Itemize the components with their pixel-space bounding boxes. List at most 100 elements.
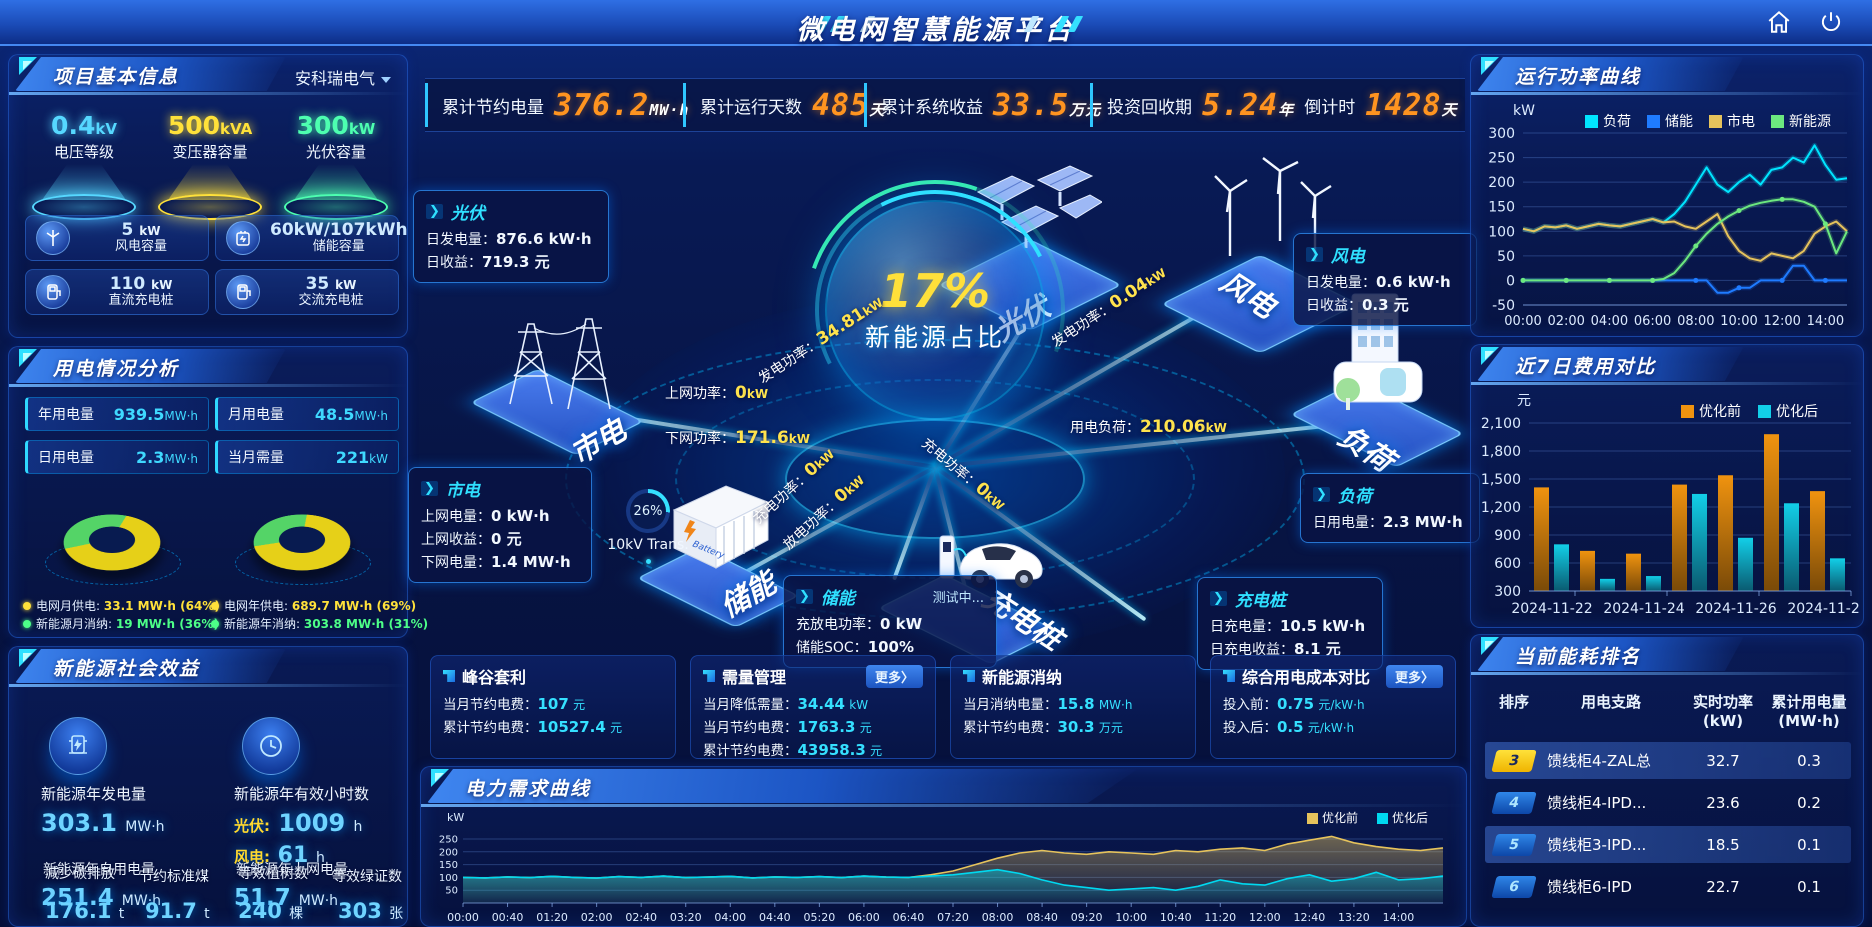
- svg-text:10:40: 10:40: [1160, 911, 1192, 923]
- table-row[interactable]: 4 馈线柜4-IPD... 23.6 0.2: [1485, 784, 1851, 821]
- svg-text:负荷: 负荷: [1603, 114, 1631, 130]
- panel-title: 电力需求曲线: [465, 778, 592, 800]
- info-box-row: 上网电量：0 kW·h: [421, 507, 550, 525]
- podium-stat: 300kW 光伏容量: [275, 111, 397, 220]
- legend-item-优化后[interactable]: 优化后: [1758, 404, 1818, 420]
- panel-corner-icon: [17, 647, 39, 673]
- donut-legend-item: 电网月供电: 33.1 MW·h (64%): [23, 597, 220, 614]
- rank-badge: 6: [1491, 875, 1537, 898]
- new-energy-ratio-value: 17%: [879, 264, 991, 318]
- legend-item-优化前[interactable]: 优化前: [1307, 811, 1358, 825]
- top-header: 微电网智慧能源平台: [0, 0, 1872, 46]
- summary-row: 累计节约电费：30.3 万元: [963, 718, 1123, 736]
- branch-name: 馈线柜4-IPD...: [1547, 794, 1647, 812]
- bar-2024-11-28-优化前: [1810, 491, 1825, 591]
- svg-text:市电: 市电: [1727, 113, 1755, 130]
- legend-item-市电[interactable]: 市电: [1709, 113, 1755, 130]
- summary-row: 当月节约电费：1763.3 元: [703, 718, 872, 736]
- svg-text:00:00: 00:00: [1504, 314, 1541, 329]
- table-row[interactable]: 5 馈线柜3-IPD... 18.5 0.1: [1485, 826, 1851, 863]
- kpi-segment: 累计系统收益 33.5万元: [864, 83, 1100, 127]
- chevron-down-icon: [381, 76, 391, 83]
- svg-text:08:00: 08:00: [982, 911, 1014, 923]
- info-box-row: 储能SOC：100%: [796, 638, 915, 656]
- benefit-col1-sub-label: 节约标准煤: [139, 869, 209, 885]
- svg-text:12:40: 12:40: [1294, 911, 1326, 923]
- ranking-column-header: 实时功率 (kW): [1692, 693, 1753, 730]
- benefit-col2-sub-label: 等效植树数: [238, 866, 308, 882]
- bar-2024-11-25-优化前: [1672, 484, 1687, 591]
- table-row[interactable]: 6 馈线柜6-IPD 22.7 0.1: [1485, 868, 1851, 905]
- panel-demand-curve: 电力需求曲线 50 100 150 200 250 kW 优化前 优化后 00:00 00:40 0…: [420, 766, 1467, 927]
- kpi-label: 投资回收期: [1107, 97, 1192, 118]
- summary-card-title: 新能源消纳: [982, 668, 1063, 687]
- svg-text:kW: kW: [447, 811, 464, 824]
- more-button[interactable]: 更多〉: [865, 664, 923, 688]
- usage-stat: 日用电量 2.3MW·h: [25, 440, 209, 474]
- summary-row: 投入后：0.5 元/kW·h: [1223, 718, 1355, 736]
- info-box-charger: ❯ 充电桩 日充电量：10.5 kW·h 日充电收益：8.1 元: [1197, 577, 1383, 670]
- svg-text:10:00: 10:00: [1115, 911, 1147, 923]
- svg-text:13:20: 13:20: [1338, 911, 1370, 923]
- svg-text:2024-11-22: 2024-11-22: [1511, 601, 1592, 617]
- legend-item-新能源[interactable]: 新能源: [1771, 114, 1831, 130]
- panel-power-curve: 运行功率曲线 -50 0 50 100 150 200 250 300 kW 00:00 02:00…: [1470, 54, 1864, 337]
- svg-text:04:00: 04:00: [714, 911, 746, 923]
- legend-item-负荷[interactable]: 负荷: [1585, 114, 1631, 130]
- realtime-power: 18.5: [1706, 835, 1740, 854]
- home-icon[interactable]: [1766, 9, 1792, 35]
- svg-text:06:00: 06:00: [848, 911, 880, 923]
- legend-item-优化前[interactable]: 优化前: [1681, 403, 1741, 420]
- power-towers-icon: [490, 284, 630, 418]
- info-box-row: 上网收益：0 元: [421, 530, 522, 548]
- legend-item-储能[interactable]: 储能: [1647, 114, 1693, 130]
- power-icon[interactable]: [1818, 9, 1844, 35]
- donut-chart: [39, 483, 189, 593]
- more-button[interactable]: 更多〉: [1385, 664, 1443, 688]
- summary-card-title: 峰谷套利: [462, 668, 527, 687]
- card-corner-icon: [963, 670, 975, 682]
- panel-title: 新能源社会效益: [53, 658, 201, 680]
- svg-text:900: 900: [1494, 528, 1521, 544]
- info-box-title: 储能: [820, 589, 855, 609]
- svg-text:50: 50: [1497, 249, 1515, 265]
- benefit-col2-sub-value: 51.7 MW·h: [234, 885, 339, 911]
- svg-text:200: 200: [439, 847, 458, 858]
- solar-panels-icon: [972, 162, 1103, 261]
- svg-text:优化后: 优化后: [1392, 811, 1428, 825]
- donut-chart: [229, 483, 379, 593]
- svg-text:2024-11-26: 2024-11-26: [1695, 601, 1776, 617]
- company-select[interactable]: 安科瑞电气: [295, 65, 391, 89]
- kpi-segment: 累计运行天数 485天: [683, 83, 884, 127]
- svg-text:02:00: 02:00: [1547, 314, 1584, 329]
- kpi-value: 5.24年: [1202, 87, 1295, 123]
- benefit-col1-label: 新能源年发电量: [41, 785, 147, 803]
- svg-text:1,800: 1,800: [1481, 444, 1521, 460]
- summary-row: 投入前：0.75 元/kW·h: [1223, 695, 1365, 713]
- svg-text:kW: kW: [1513, 103, 1535, 119]
- ranking-table: 排序 用电支路 实时功率 (kW) 累计用电量 (MW·h) 3 馈线柜4-ZAL总 32.…: [1485, 681, 1851, 905]
- svg-text:00:40: 00:40: [492, 911, 524, 923]
- info-box-grid: ❯ 市电 上网电量：0 kW·h 上网收益：0 元下网电量：1.4 MW·h: [408, 467, 592, 583]
- svg-text:1,500: 1,500: [1481, 472, 1521, 488]
- svg-text:04:00: 04:00: [1591, 314, 1628, 329]
- energy-flow-diagram: 光伏 风电 市电 负荷 B: [408, 134, 1480, 670]
- info-box-title: 充电桩: [1234, 591, 1286, 611]
- info-box-wind: ❯ 风电 日发电量：0.6 kW·h 日收益：0.3 元: [1293, 233, 1477, 326]
- kpi-label: 累计系统收益: [881, 97, 983, 118]
- benefit-col1-sub-value: 176.1 t: [45, 899, 125, 923]
- battery-icon: [226, 221, 260, 255]
- benefit-col2-sub-value: 240 棵: [238, 899, 304, 923]
- svg-text:100: 100: [1488, 224, 1515, 240]
- svg-text:-50: -50: [1492, 298, 1515, 314]
- table-row[interactable]: 3 馈线柜4-ZAL总 32.7 0.3: [1485, 742, 1851, 779]
- bar-2024-11-22-优化前: [1534, 487, 1549, 591]
- kpi-label: 累计运行天数: [700, 97, 802, 118]
- panel-title: 项目基本信息: [53, 66, 180, 88]
- svg-text:02:40: 02:40: [625, 911, 657, 923]
- card-corner-icon: [443, 670, 455, 682]
- svg-text:600: 600: [1494, 556, 1521, 572]
- arrow-icon: ❯: [1313, 487, 1330, 502]
- info-box-load: ❯ 负荷 日用电量：2.3 MW·h: [1300, 473, 1480, 543]
- legend-item-优化后[interactable]: 优化后: [1377, 811, 1428, 825]
